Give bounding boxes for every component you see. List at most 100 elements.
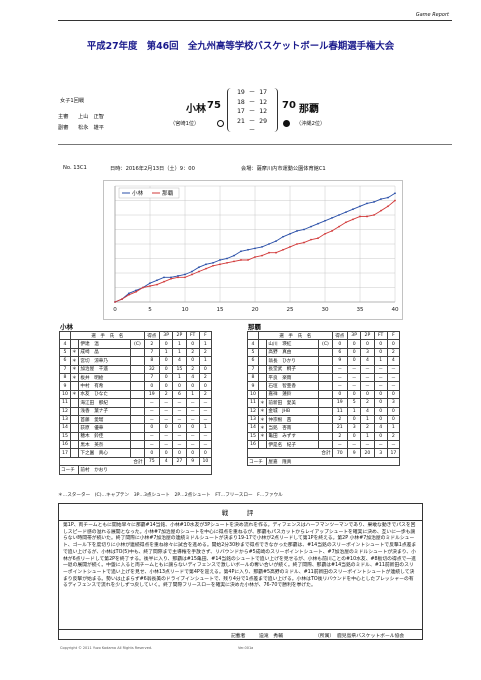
home-cell: 1 [159,347,174,358]
home-cell: 0 [185,423,200,433]
away-cell: 亀田 みずす [266,431,320,442]
away-cell: 1 [373,356,388,366]
referee-name: 上山 正智 [78,114,104,120]
home-total-cell: 10 [198,456,213,467]
series-point-home [303,228,305,231]
away-cell: － [360,440,375,450]
series-point-home [387,196,389,199]
version: Ver.001a [238,646,254,650]
home-cell: ＊ [70,389,80,400]
away-cell [318,423,333,433]
home-cell: 6 [172,389,187,400]
series-point-home [296,230,298,232]
away-cell: 6 [331,347,349,358]
home-player-row: 17 下之園 真心 0 0 0 0 0 [58,448,213,458]
away-cell: 0 [347,356,362,366]
home-cell: － [172,398,187,408]
away-coach-label: コーチ [246,456,268,467]
away-cell: － [331,364,349,374]
home-cell: 0 [172,448,187,458]
away-cell: 0 [347,389,362,400]
away-cell: 14 [246,423,260,433]
away-cell: 4 [246,339,260,349]
page-title: 平成27年度 第46回 全九州高等学校バスケットボール春期選手権大会 [86,41,395,52]
home-cell: 0 [172,381,187,391]
home-cell: － [185,406,200,416]
home-cell [130,448,145,458]
series-point-home [247,248,249,251]
home-total-cell: 75 [143,456,161,467]
away-cell: 石垣 智亜香 [266,381,320,391]
series-point-home [149,282,151,285]
away-cell [258,372,268,383]
home-cell: 0 [159,356,174,366]
commentary-footer: 記載者 迫滝 秀輔 （所属） 鹿児島県バスケットボール協会 [59,629,422,639]
home-cell: ＊ [70,347,80,358]
series-point-away [128,293,130,296]
away-cell: 0 [331,339,349,349]
home-cell: 加治屋 千遥 [78,364,132,374]
commentary-title: 戦 評 [221,509,260,517]
home-score: 75 [207,100,221,111]
away-cell: － [360,381,375,391]
home-player-row: 16 黒木 英奈－－－－－ [58,440,213,450]
series-point-away [296,243,298,245]
away-cell: 9 [246,381,260,391]
home-cell: － [143,398,161,408]
period-3-score: 17 － 12 [237,107,267,116]
home-cell: 荻原 優華 [78,423,132,433]
home-player-row: 9 中村 有希 0 0 0 0 0 [58,381,213,391]
home-win-mark-icon [217,120,224,127]
away-cell: － [347,440,362,450]
away-header-cell: 選 手 氏 名 [258,330,333,341]
away-total-cell: 9 [347,448,362,458]
series-point-away [149,285,151,287]
away-cell [258,364,268,374]
away-player-row: 11 ＊前新田 愛美 19 5 2 0 3 [246,398,401,408]
home-header-cell: 選 手 氏 名 [70,330,145,341]
game-datetime: 日時：2016年2月13日（土）9：00 [110,166,195,172]
series-point-away [254,256,256,258]
home-cell: 19 [143,389,161,400]
home-cell [70,381,80,391]
home-player-row: 14 荻原 優華 0 0 0 0 1 [58,423,213,433]
away-player-row: 12 ＊金城 JHB 11 1 4 0 0 [246,406,401,416]
away-header-cell: 2P [360,330,375,341]
home-header-cell: 2P [172,330,187,341]
umpire-name: 松永 雄平 [78,125,104,131]
home-player-row: 13 首藤 愛瑠－－－－－ [58,414,213,425]
home-cell: 1 [185,389,200,400]
home-total-cell: 9 [185,456,200,467]
home-cell [130,356,145,366]
series-point-away [135,290,137,293]
game-number: No. 13C1 [63,165,87,171]
home-cell: 0 [143,381,161,391]
period-1-score: 19 － 17 [237,88,267,96]
home-cell: 7 [58,364,72,374]
series-point-home [289,232,291,235]
period-brace-right [273,88,278,132]
away-seed: （沖縄2位） [296,121,326,127]
away-cell: － [331,381,349,391]
series-point-away [233,260,235,263]
away-cell: 長堂武 桐子 [266,364,320,374]
home-cell: 0 [172,423,187,433]
away-cell [258,381,268,391]
away-cell [258,389,268,400]
home-cell: 0 [159,448,174,458]
period-4-score: 21 － 29 [237,116,267,125]
home-cell: 11 [58,398,72,408]
away-cell: 0 [386,389,401,400]
away-total-cell: 70 [331,448,349,458]
affiliation-label: （所属） [315,634,335,639]
away-cell: 仲宗根 茜 [266,414,320,425]
away-cell: 21 [331,423,349,433]
away-cell: 山川 瑛紅 [266,339,320,349]
series-point-away [170,277,172,280]
away-cell: 2 [331,414,349,425]
home-cell: 2 [143,339,161,349]
away-cell [258,347,268,358]
home-cell: － [198,431,213,442]
series-point-away [184,276,186,279]
home-cell: 2 [198,372,213,383]
